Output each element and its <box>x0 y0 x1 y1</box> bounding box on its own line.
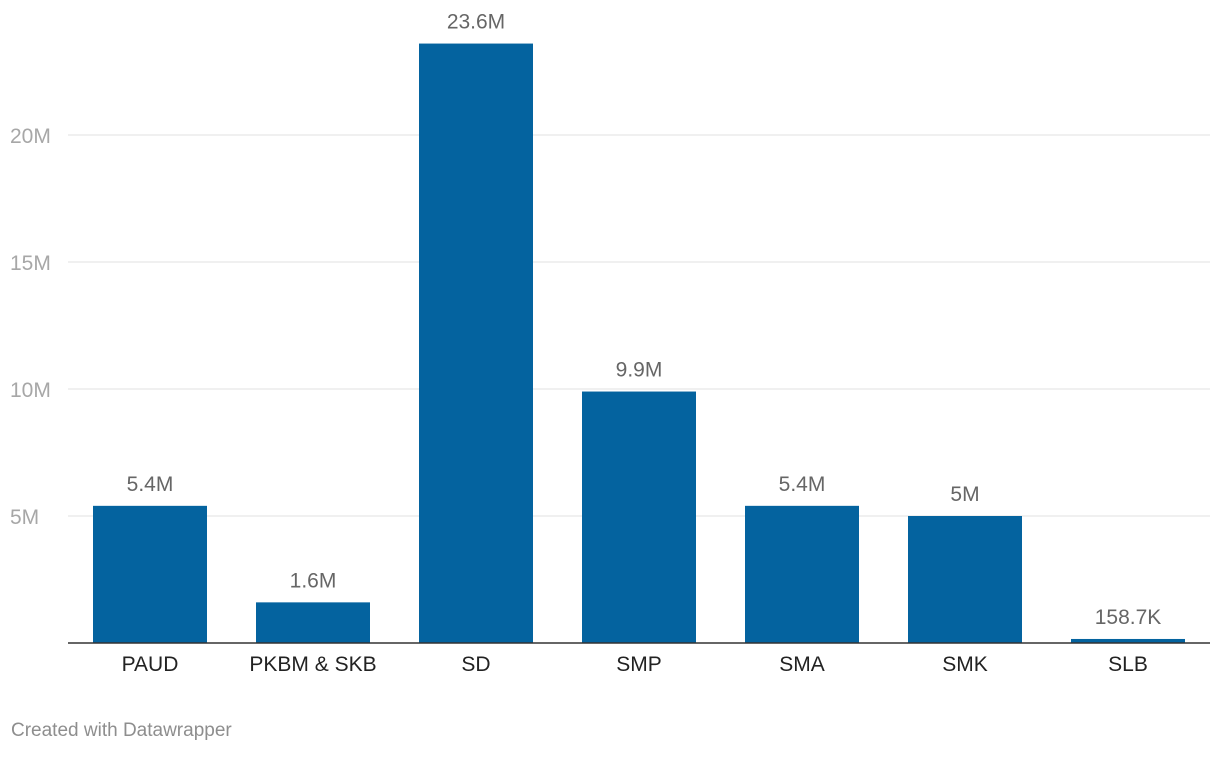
bar-value-label: 9.9M <box>616 359 663 382</box>
bar-sma <box>745 505 859 643</box>
bar-smk <box>908 516 1022 643</box>
bar-value-label: 1.6M <box>290 569 337 592</box>
x-category-label: SLB <box>1108 653 1148 676</box>
bar-value-label: 5.4M <box>127 473 174 496</box>
datawrapper-credit: Created with Datawrapper <box>11 720 232 741</box>
bar-pkbm-skb <box>256 602 370 643</box>
x-category-label: SMA <box>779 653 825 676</box>
bar-value-label: 5M <box>950 483 979 506</box>
axes: 5M 10M 15M 20M PAUD PKBM & SKB SD SMP SMA SMK SLB <box>10 125 1210 676</box>
x-category-label: PKBM & SKB <box>249 653 376 676</box>
bar-value-label: 5.4M <box>779 473 826 496</box>
bar-slb <box>1071 638 1185 643</box>
bar-paud <box>93 505 207 643</box>
bar-smp <box>582 391 696 643</box>
y-tick-label: 20M <box>10 125 51 148</box>
bar-value-label: 158.7K <box>1095 606 1162 629</box>
bars <box>93 43 1185 644</box>
y-tick-label: 15M <box>10 252 51 275</box>
x-category-label: SMK <box>942 653 988 676</box>
y-tick-label: 5M <box>10 506 39 529</box>
bar-sd <box>419 43 533 644</box>
x-category-label: SMP <box>616 653 662 676</box>
y-tick-label: 10M <box>10 379 51 402</box>
x-category-label: SD <box>461 653 490 676</box>
x-category-label: PAUD <box>122 653 179 676</box>
value-labels: 5.4M 1.6M 23.6M 9.9M 5.4M 5M 158.7K <box>127 11 1162 629</box>
bar-value-label: 23.6M <box>447 11 505 34</box>
